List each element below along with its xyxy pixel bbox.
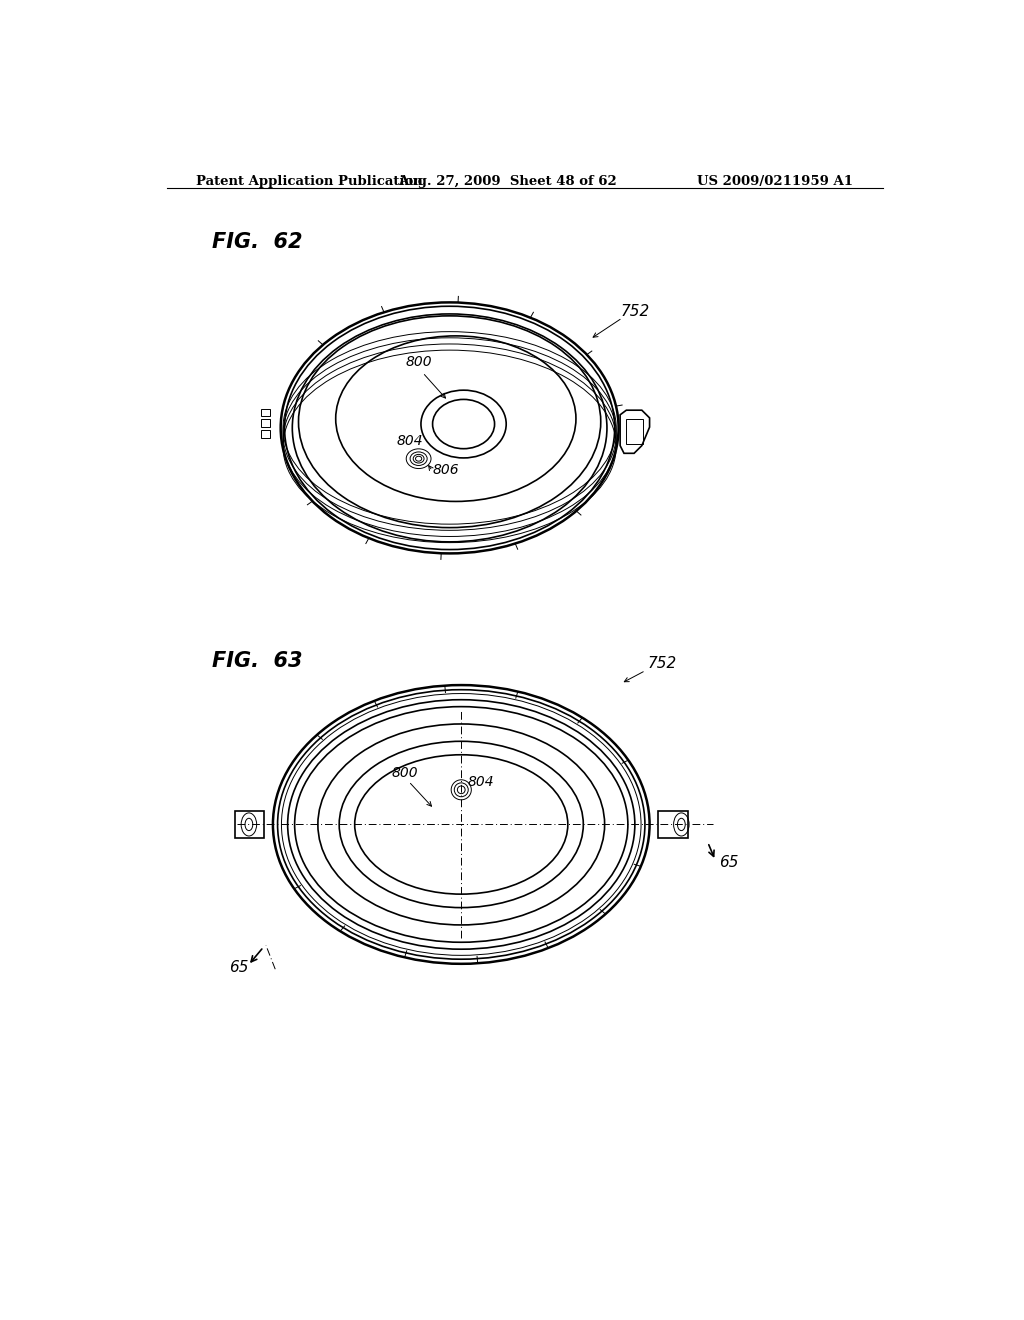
Text: 804: 804 (467, 775, 494, 789)
Text: 804: 804 (397, 434, 424, 447)
Text: 65: 65 (229, 960, 249, 974)
Text: Aug. 27, 2009  Sheet 48 of 62: Aug. 27, 2009 Sheet 48 of 62 (398, 176, 617, 189)
Text: 752: 752 (621, 304, 649, 319)
Text: FIG.  63: FIG. 63 (212, 651, 302, 671)
Text: 800: 800 (391, 766, 418, 780)
Text: US 2009/0211959 A1: US 2009/0211959 A1 (696, 176, 853, 189)
Text: 806: 806 (432, 463, 459, 477)
Text: 800: 800 (406, 355, 432, 370)
Text: Patent Application Publication: Patent Application Publication (197, 176, 423, 189)
Text: FIG.  62: FIG. 62 (212, 231, 302, 252)
Text: 752: 752 (647, 656, 677, 671)
Text: 65: 65 (719, 855, 738, 870)
